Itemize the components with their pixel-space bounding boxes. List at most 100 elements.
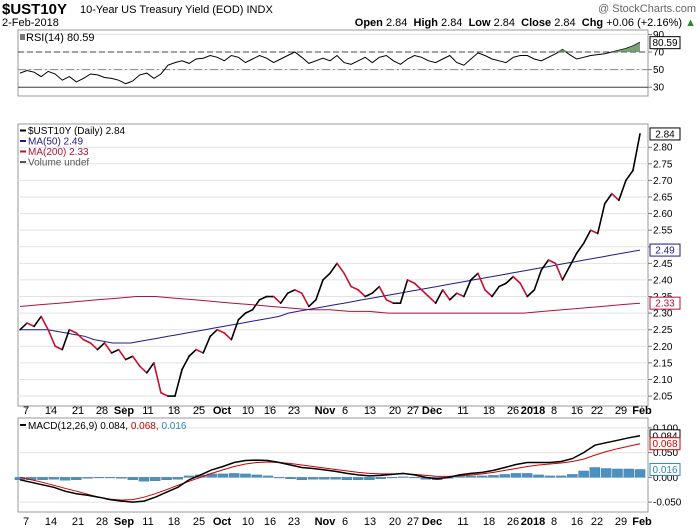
price-segment (477, 272, 486, 291)
x-axis-label-bottom: 28 (96, 516, 108, 528)
price-segment (315, 279, 324, 301)
price-segment (413, 282, 423, 291)
rsi-tick-label: 50 (653, 65, 665, 76)
rsi-overbought-fill (632, 42, 640, 52)
macd-histogram-bar (262, 475, 274, 478)
x-axis-label-bottom: Nov (315, 516, 337, 528)
price-segment (47, 328, 57, 348)
macd-histogram-bar (522, 473, 533, 478)
chg-value: +0.06 (+2.16%) (606, 17, 683, 29)
price-segment (519, 282, 529, 298)
macd-value-box (649, 462, 681, 476)
x-axis-label-bottom: 7 (23, 516, 29, 528)
x-axis-label-top: 11 (142, 405, 153, 417)
x-axis-label-bottom: Sep (114, 516, 134, 528)
price-segment (131, 355, 141, 367)
x-axis-label-top: Sep (114, 405, 134, 417)
macd-tick-label: 0.050 (653, 448, 678, 459)
price-segment (209, 328, 219, 338)
macd-histogram-bar (499, 474, 510, 478)
up-triangle-icon: ▲ (685, 17, 696, 29)
x-axis-label-top: Dec (422, 405, 442, 417)
x-axis-label-top: 2018 (521, 405, 545, 417)
macd-panel (17, 417, 649, 513)
x-axis-label-top: 6 (342, 405, 348, 417)
price-segment (89, 342, 99, 351)
macd-histogram-bar (544, 475, 556, 478)
x-axis-label-top: 13 (364, 405, 376, 417)
price-segment (124, 355, 134, 361)
x-axis-label-top: 18 (483, 405, 495, 417)
x-axis-label-bottom: 29 (615, 516, 627, 528)
chart-date: 2-Feb-2018 (2, 17, 59, 29)
price-segment (505, 275, 514, 285)
macd-histogram-bar (93, 477, 105, 479)
rsi-label: RSI(14) 80.59 (26, 32, 94, 44)
price-segment (596, 202, 606, 235)
macd-histogram-bar (37, 477, 48, 480)
price-segment (202, 335, 212, 354)
price-segment (279, 292, 289, 304)
x-axis-label-top: 26 (507, 405, 519, 417)
price-segment (561, 265, 571, 281)
price-tick-label: 2.25 (653, 325, 673, 336)
ohlc-readout: Open 2.84 High 2.84 Low 2.84 Close 2.84 … (355, 17, 696, 29)
price-tick-label: 2.75 (653, 159, 673, 170)
chg-label: Chg (581, 17, 604, 29)
x-axis-label-bottom: 10 (242, 516, 254, 528)
x-axis-label-top: 7 (23, 405, 29, 417)
price-segment (618, 179, 627, 202)
description-text: 10-Year US Treasury Yield (EOD) (80, 4, 244, 16)
x-axis-label-bottom: 27 (407, 516, 419, 528)
x-axis-label-top: 20 (389, 405, 401, 417)
macd-label: MACD(12,26,9) 0.084, 0.068, 0.016 (28, 421, 187, 432)
price-segment (385, 299, 395, 304)
low-value: 2.84 (493, 17, 516, 29)
price-tick-label: 2.05 (653, 392, 673, 403)
macd-label-part: MACD(12,26,9) (28, 421, 100, 432)
price-segment (110, 348, 120, 354)
price-segment (399, 279, 409, 304)
x-axis-label-bottom: Dec (422, 516, 442, 528)
price-segment (568, 252, 578, 268)
macd-tick-label: 0.100 (653, 423, 678, 434)
x-axis-label-bottom: 18 (168, 516, 180, 528)
x-axis-label-bottom: 11 (142, 516, 153, 528)
macd-histogram-bar (600, 468, 612, 478)
price-value: 2.49 (655, 246, 675, 257)
price-segment (244, 308, 254, 314)
macd-histogram-bar (127, 477, 138, 480)
price-segment (484, 289, 493, 298)
x-axis-label-bottom: 16 (571, 516, 583, 528)
symbol-title: $UST10Y (2, 1, 68, 18)
low-label: Low (468, 17, 491, 29)
x-axis-label-top: Nov (315, 405, 337, 417)
price-segment (272, 295, 282, 304)
macd-histogram-bar (488, 475, 499, 478)
macd-histogram-bar (409, 477, 420, 479)
rsi-tick-label: 90 (653, 30, 665, 41)
price-segment (308, 299, 317, 308)
watermark: @ StockCharts.com (598, 3, 696, 15)
price-tick-label: 2.20 (653, 342, 673, 353)
open-value: 2.84 (385, 17, 408, 29)
price-value-box (649, 296, 681, 310)
high-label: High (413, 17, 438, 29)
macd-histogram-bar (589, 467, 601, 478)
macd-signal-line (19, 443, 641, 501)
rsi-panel (17, 29, 649, 97)
x-axis-label-bottom: 6 (342, 516, 348, 528)
x-axis-label-bottom: Oct (213, 516, 232, 528)
price-segment (625, 169, 634, 182)
price-segment (491, 285, 500, 298)
x-axis-label-bottom: 2018 (521, 516, 545, 528)
rsi-overbought-fill (625, 45, 633, 52)
price-segment (533, 269, 543, 291)
high-value: 2.84 (441, 17, 463, 29)
macd-label-part: 0.068, (131, 421, 162, 432)
price-segment (258, 295, 268, 301)
price-tick-label: 2.60 (653, 209, 673, 220)
macd-histogram-bar (386, 477, 398, 479)
x-axis-label-bottom: 23 (288, 516, 300, 528)
macd-histogram-bar (612, 468, 623, 478)
